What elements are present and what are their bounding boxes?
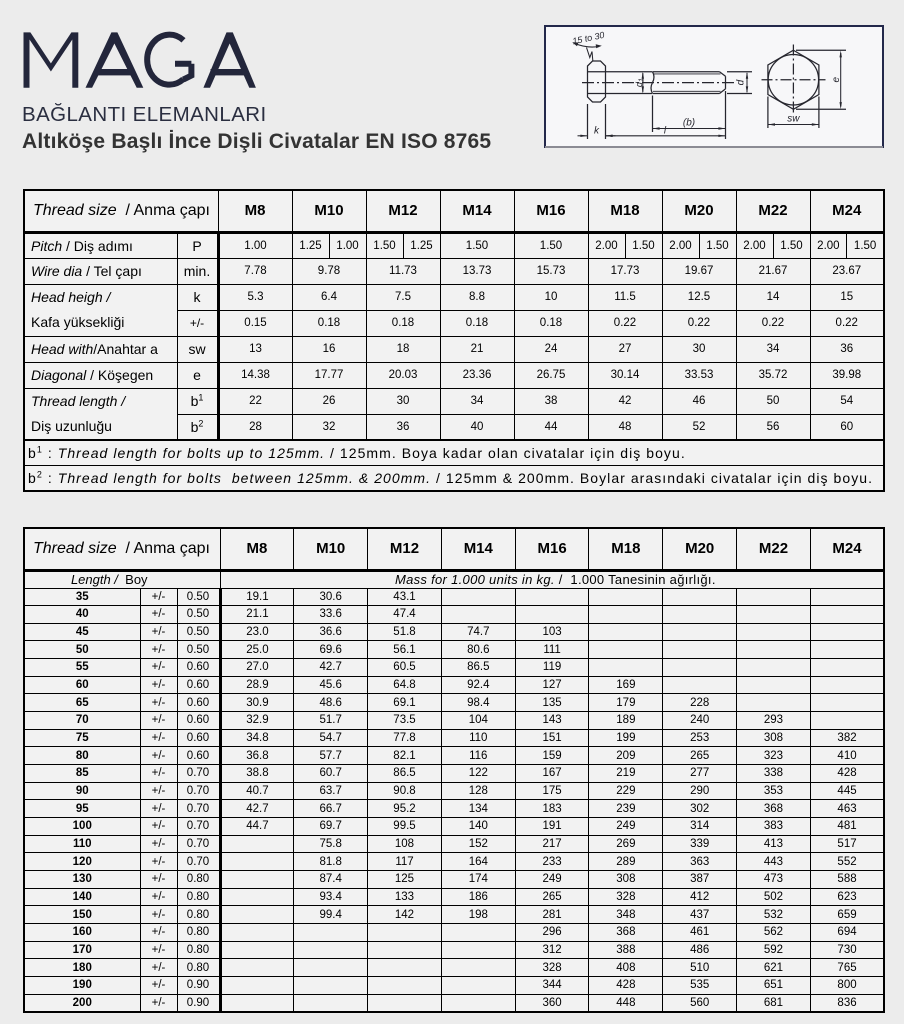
svg-text:e: e: [831, 77, 842, 83]
svg-text:sw: sw: [787, 114, 800, 125]
svg-text:d: d: [736, 79, 747, 85]
svg-text:d1: d1: [634, 78, 646, 87]
svg-text:(b): (b): [683, 118, 695, 129]
svg-text:l: l: [664, 126, 667, 137]
svg-text:k: k: [594, 126, 600, 137]
